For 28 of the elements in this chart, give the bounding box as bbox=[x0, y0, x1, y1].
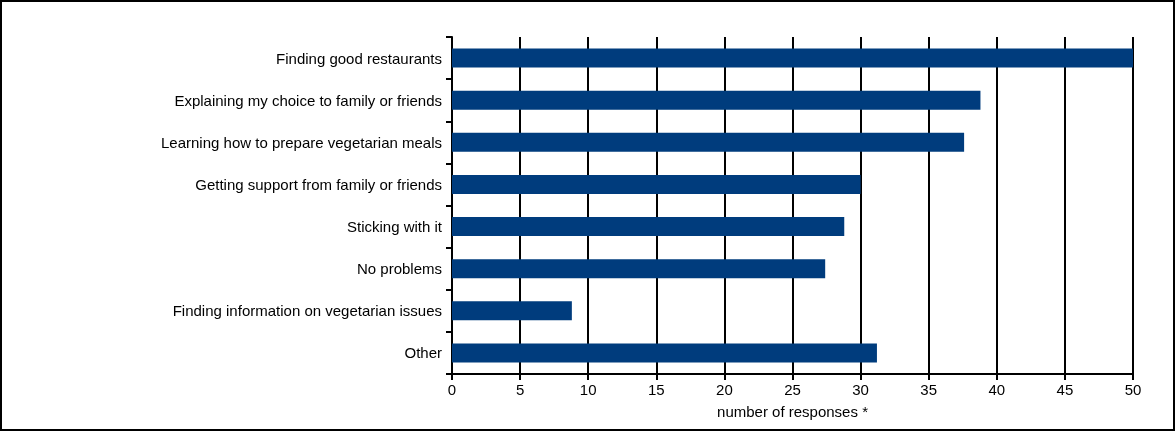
x-tick-label: 35 bbox=[920, 381, 938, 398]
y-tick-label: Other bbox=[404, 344, 442, 362]
y-tick-label: Getting support from family or friends bbox=[195, 175, 442, 193]
y-tick-label: Explaining my choice to family or friends bbox=[174, 91, 442, 109]
y-tick-label: No problems bbox=[356, 260, 442, 278]
y-tick-label: Finding information on vegetarian issues bbox=[172, 302, 442, 320]
bar bbox=[452, 90, 981, 110]
x-tick-label: 40 bbox=[988, 381, 1006, 398]
bar bbox=[452, 217, 845, 237]
x-tick-label: 30 bbox=[852, 381, 869, 398]
x-tick-label: 20 bbox=[716, 381, 733, 398]
x-axis-title: number of responses * bbox=[717, 403, 869, 420]
x-tick-label: 50 bbox=[1124, 381, 1142, 398]
x-tick-label: 5 bbox=[515, 381, 525, 398]
y-tick-label: Finding good restaurants bbox=[276, 49, 442, 67]
bar bbox=[452, 48, 1133, 68]
x-tick-label: 10 bbox=[579, 381, 597, 398]
bar bbox=[452, 132, 965, 152]
x-tick-label: 0 bbox=[447, 381, 457, 398]
bar bbox=[452, 301, 572, 321]
bar bbox=[452, 259, 826, 279]
y-tick-label: Learning how to prepare vegetarian meals bbox=[160, 133, 442, 151]
bar bbox=[452, 343, 877, 363]
x-tick-label: 45 bbox=[1056, 381, 1074, 398]
bar bbox=[452, 174, 861, 194]
y-tick-label: Sticking with it bbox=[346, 218, 443, 236]
x-tick-label: 15 bbox=[647, 381, 665, 398]
x-tick-label: 25 bbox=[784, 381, 801, 398]
